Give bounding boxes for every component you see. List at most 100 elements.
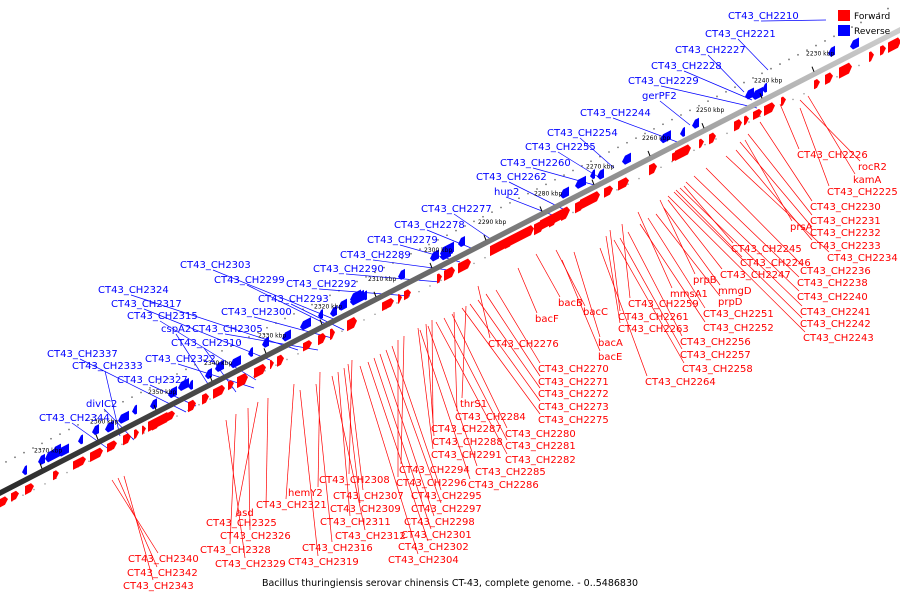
forward-callout-line <box>517 267 538 314</box>
scale-dot <box>836 75 838 78</box>
forward-gene-arrow <box>404 289 411 301</box>
reverse-gene-label: CT43_CH2228 <box>651 61 722 72</box>
forward-callout-line <box>435 321 508 455</box>
forward-gene-label: CT43_CH2311 <box>320 517 391 528</box>
reverse-gene-label: CT43_CH2344 <box>39 413 110 424</box>
scale-dot <box>66 471 68 474</box>
legend-reverse-label: Reverse <box>854 27 891 37</box>
scale-dot <box>440 279 442 282</box>
reverse-callout-line <box>345 273 441 283</box>
forward-gene-label: CT43_CH2329 <box>215 559 286 570</box>
reverse-gene-arrow <box>590 169 595 180</box>
forward-callout-line <box>229 413 237 545</box>
scale-dot <box>86 419 88 422</box>
forward-gene-arrow <box>437 273 442 284</box>
scale-dot <box>297 353 299 355</box>
kbp-tick-label: 2250 kbp <box>696 107 724 114</box>
scale-dot <box>264 369 266 372</box>
reverse-gene-arrow <box>680 126 685 137</box>
reverse-gene-label: CT43_CH2337 <box>47 349 118 360</box>
scale-dot <box>752 77 754 79</box>
forward-gene-label: CT43_CH2230 <box>810 202 881 213</box>
forward-gene-label: prpD <box>718 297 743 308</box>
reverse-callout-line <box>532 167 599 187</box>
reverse-callout-line <box>760 19 827 22</box>
kbp-tick-mark <box>647 150 651 157</box>
forward-callout-line <box>673 191 803 319</box>
reverse-callout-line <box>130 294 299 351</box>
kbp-tick-label: 2360 kbp <box>90 419 118 426</box>
reverse-gene-arrow <box>597 168 604 180</box>
scale-dot <box>715 138 717 140</box>
forward-gene-arrow <box>398 293 402 304</box>
scale-dot <box>707 100 709 102</box>
reverse-gene-arrow <box>318 308 323 320</box>
forward-gene-label: CT43_CH2241 <box>800 307 871 318</box>
forward-gene-arrow <box>675 144 691 162</box>
scale-dot <box>418 290 420 293</box>
forward-gene-arrow <box>709 132 716 145</box>
reverse-gene-arrow <box>440 241 454 258</box>
forward-gene-arrow <box>25 483 34 496</box>
forward-gene-arrow <box>254 363 266 379</box>
reverse-callout-line <box>290 303 345 331</box>
scale-dot <box>383 266 385 269</box>
scale-dot <box>365 275 367 278</box>
forward-gene-label: CT43_CH2288 <box>432 437 503 448</box>
scale-dot <box>248 336 250 338</box>
kbp-tick-mark <box>39 463 43 469</box>
reverse-gene-label: CT43_CH2310 <box>171 338 242 349</box>
reverse-gene-arrow <box>762 82 767 93</box>
forward-gene-arrow <box>11 490 19 502</box>
forward-gene-arrow <box>303 340 312 352</box>
scale-dot <box>779 63 781 65</box>
forward-callout-line <box>299 389 319 557</box>
reverse-gene-label: cspA2 <box>161 324 191 335</box>
scale-dot <box>473 262 475 265</box>
scale-dot <box>341 330 343 333</box>
scale-dot <box>286 358 288 361</box>
reverse-gene-arrow <box>398 268 405 280</box>
forward-callout-line <box>477 285 491 339</box>
reverse-callout-line <box>426 229 477 251</box>
forward-gene-label: CT43_CH2343 <box>123 581 194 592</box>
legend: Forward Reverse <box>838 10 891 37</box>
scale-dot <box>527 192 529 195</box>
reverse-callout-line <box>579 137 615 169</box>
forward-gene-label: CT43_CH2282 <box>505 455 576 466</box>
legend-forward-label: Forward <box>854 12 890 22</box>
scale-dot <box>726 132 728 135</box>
kbp-tick-label: 2370 kbp <box>34 447 62 454</box>
reverse-gene-label: CT43_CH2244 <box>580 108 651 119</box>
forward-callout-line <box>379 353 435 517</box>
reverse-gene-arrow <box>458 235 465 248</box>
forward-gene-label: CT43_CH2284 <box>455 412 526 423</box>
reverse-callout-line <box>212 269 337 321</box>
scale-dot <box>446 234 448 237</box>
forward-gene-label: CT43_CH2325 <box>206 518 277 529</box>
forward-gene-label: CT43_CH2232 <box>810 228 881 239</box>
forward-gene-arrow <box>604 185 613 198</box>
forward-gene-arrow <box>237 373 248 389</box>
reverse-callout-line <box>246 284 331 327</box>
reverse-gene-label: CT43_CH2324 <box>98 285 169 296</box>
scale-dot <box>158 382 160 385</box>
kbp-tick-mark <box>539 206 543 212</box>
scale-dot <box>759 115 761 118</box>
reverse-gene-arrow <box>178 377 189 391</box>
forward-gene-label: CT43_CH2280 <box>505 429 576 440</box>
reverse-gene-label: CT43_CH2221 <box>705 29 776 40</box>
forward-gene-arrow <box>888 37 900 53</box>
forward-gene-arrow <box>869 51 874 63</box>
kbp-tick-label: 2320 kbp <box>314 304 342 311</box>
forward-gene-label: CT43_CH2246 <box>740 258 811 269</box>
scale-dot <box>803 92 805 95</box>
scale-dot <box>761 72 763 75</box>
forward-gene-arrow <box>490 225 534 257</box>
forward-gene-label: CT43_CH2242 <box>800 319 871 330</box>
forward-callout-line <box>561 259 601 352</box>
forward-callout-line <box>367 361 429 542</box>
scale-dot <box>660 166 662 169</box>
forward-gene-label: CT43_CH2312 <box>335 531 406 542</box>
forward-callout-line <box>117 477 158 568</box>
